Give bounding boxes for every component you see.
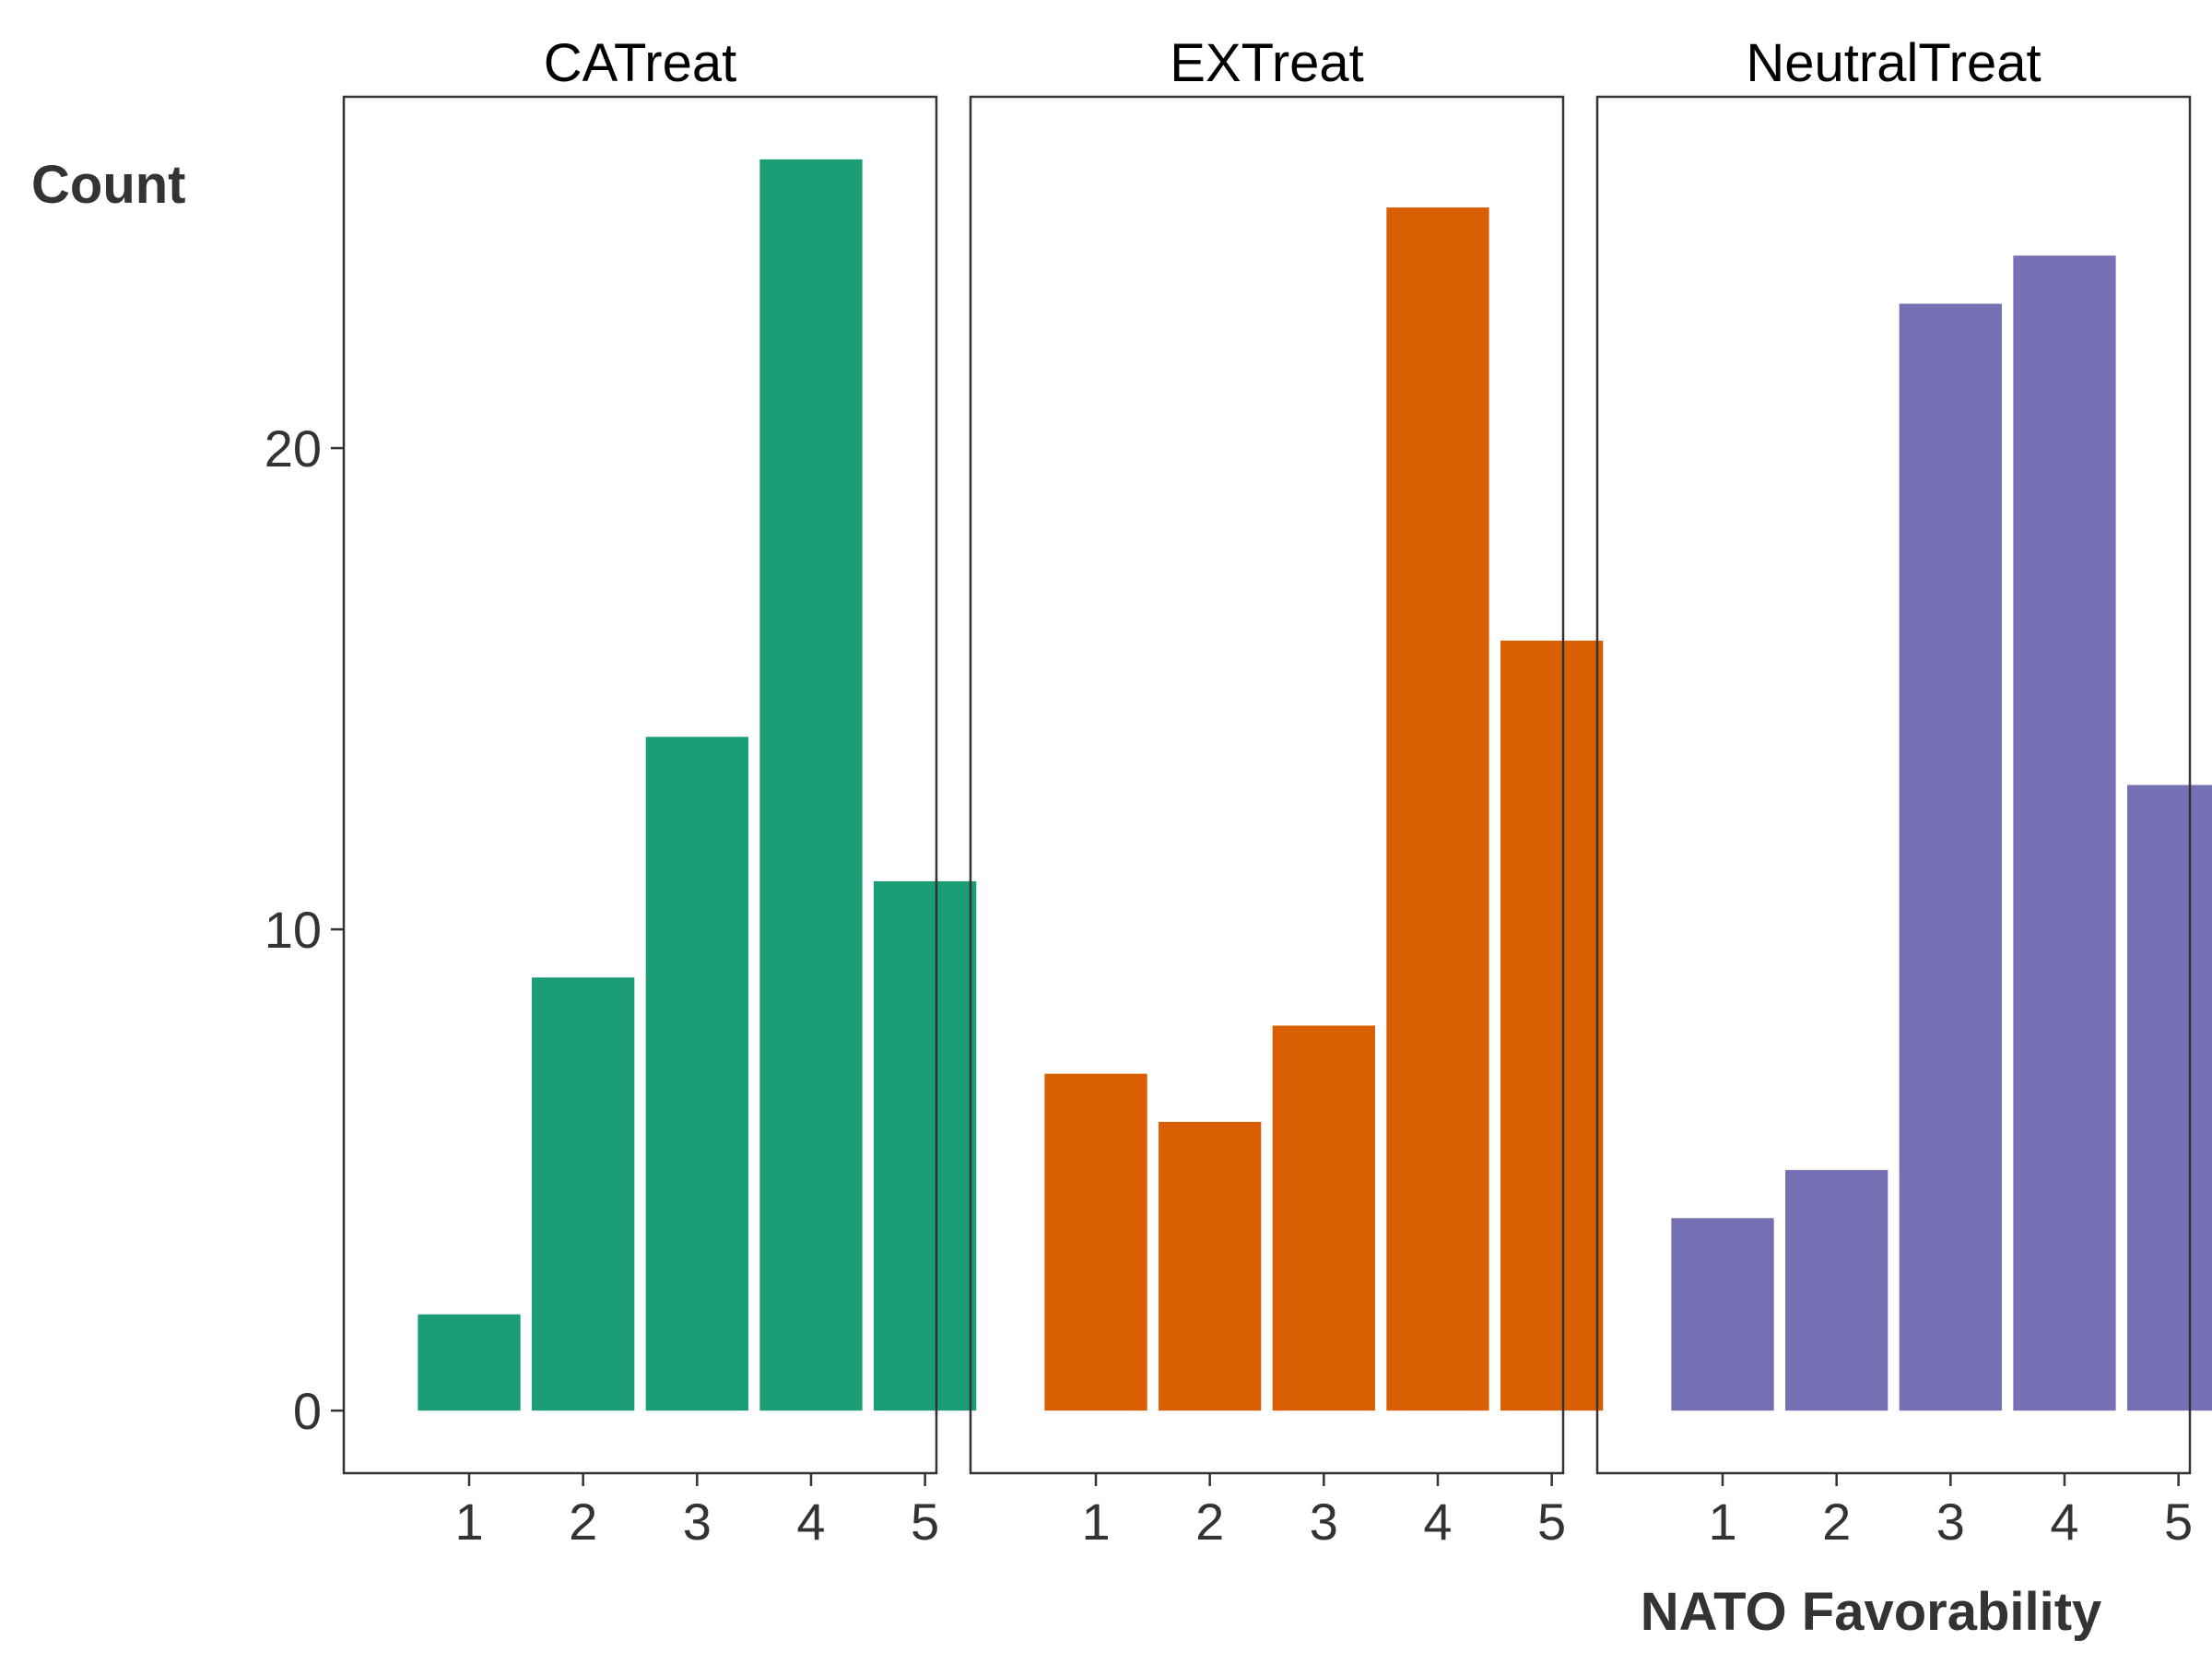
x-tick-label: 3 — [1936, 1493, 1965, 1551]
bar — [1500, 640, 1604, 1411]
bar — [2126, 785, 2212, 1411]
x-tick-label: 1 — [1081, 1493, 1110, 1551]
bar — [873, 880, 977, 1411]
panel-border — [342, 95, 938, 1475]
x-tick-label: 4 — [2050, 1493, 2078, 1551]
panel-border — [969, 95, 1565, 1475]
facet-title: EXTreat — [1170, 33, 1364, 93]
facet-panel-1: CATreat 1 2 3 4 5 — [342, 33, 977, 1551]
bar — [645, 737, 748, 1411]
x-tick-label: 4 — [1423, 1493, 1452, 1551]
y-axis: 0 10 20 — [265, 419, 344, 1440]
y-tick-label: 10 — [265, 901, 322, 959]
x-tick-label: 1 — [1708, 1493, 1736, 1551]
y-tick-label: 0 — [293, 1382, 322, 1440]
bar — [759, 159, 863, 1411]
facet-panel-3: NeutralTreat 1 2 3 4 5 — [1595, 33, 2212, 1551]
x-tick-label: 3 — [683, 1493, 712, 1551]
facet-title: CATreat — [544, 33, 737, 93]
bar — [1272, 1025, 1375, 1411]
x-tick-label: 5 — [911, 1493, 939, 1551]
x-tick-label: 2 — [1822, 1493, 1851, 1551]
y-tick-label: 20 — [265, 419, 322, 478]
x-tick-label: 5 — [1537, 1493, 1566, 1551]
bar — [1899, 303, 2002, 1411]
panel-border — [1595, 95, 2192, 1475]
bar — [1386, 207, 1489, 1411]
bar — [1159, 1121, 1262, 1411]
bar — [1044, 1073, 1147, 1411]
x-tick-label: 2 — [569, 1493, 597, 1551]
bar — [2013, 255, 2116, 1411]
x-tick-label: 3 — [1310, 1493, 1338, 1551]
bar — [532, 977, 635, 1411]
x-axis-title: NATO Favorability — [1641, 1582, 2102, 1642]
y-axis-title: Count — [31, 155, 186, 215]
x-tick-label: 2 — [1195, 1493, 1224, 1551]
facet-panels: CATreat 1 2 3 4 5 EXTreat 1 2 3 4 5 NeutralTreat 1 2 3 4… — [265, 33, 2212, 1551]
bar — [1671, 1218, 1774, 1411]
bar — [418, 1314, 521, 1411]
facet-title: NeutralTreat — [1746, 33, 2041, 93]
x-tick-label: 1 — [454, 1493, 483, 1551]
x-tick-label: 5 — [2164, 1493, 2193, 1551]
facet-panel-2: EXTreat 1 2 3 4 5 — [969, 33, 1604, 1551]
bar — [1785, 1170, 1888, 1411]
x-tick-label: 4 — [796, 1493, 825, 1551]
